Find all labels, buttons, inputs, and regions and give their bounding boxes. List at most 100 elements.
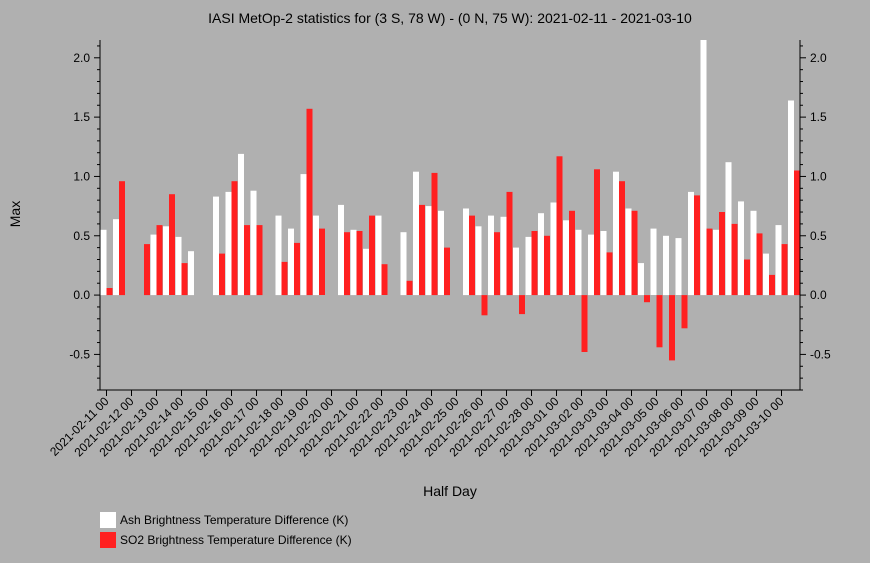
bar-ash xyxy=(238,153,244,296)
bar-so2 xyxy=(306,108,313,296)
bar-ash xyxy=(363,248,369,296)
bar-ash xyxy=(100,229,107,296)
bar-so2 xyxy=(244,225,250,296)
y-tick-label-right: 1.5 xyxy=(810,110,827,124)
bar-ash xyxy=(288,228,294,295)
bar-ash xyxy=(538,213,544,296)
bar-ash xyxy=(163,226,169,296)
bar-so2 xyxy=(256,225,263,296)
bar-so2 xyxy=(669,295,675,361)
bar-ash xyxy=(488,215,494,296)
bar-so2 xyxy=(519,295,525,315)
bar-so2 xyxy=(719,212,725,296)
bar-ash xyxy=(763,253,769,296)
y-tick-label-left: 2.0 xyxy=(73,51,90,65)
bar-ash xyxy=(175,236,182,295)
bar-so2 xyxy=(381,264,388,295)
bar-so2 xyxy=(431,172,438,296)
bar-ash xyxy=(700,40,707,296)
bar-ash xyxy=(663,235,669,296)
legend-label-ash: Ash Brightness Temperature Difference (K… xyxy=(120,513,348,527)
bar-so2 xyxy=(619,181,625,296)
bar-ash xyxy=(550,202,557,295)
bar-so2 xyxy=(794,170,800,296)
bar-ash xyxy=(425,206,432,296)
bar-ash xyxy=(188,251,194,296)
bar-so2 xyxy=(731,223,738,296)
legend-swatch-so2 xyxy=(100,532,116,548)
legend: Ash Brightness Temperature Difference (K… xyxy=(100,512,352,548)
y-tick-label-right: -0.5 xyxy=(810,347,831,361)
bar-ash xyxy=(275,215,282,296)
bar-so2 xyxy=(656,295,663,348)
y-tick-label-left: 0.0 xyxy=(73,288,90,302)
bar-so2 xyxy=(406,280,413,295)
bar-ash xyxy=(713,229,719,296)
bar-ash xyxy=(563,220,569,295)
bar-ash xyxy=(413,171,419,296)
bar-so2 xyxy=(544,235,550,296)
bar-so2 xyxy=(356,231,363,296)
bar-so2 xyxy=(706,228,713,295)
bar-ash xyxy=(438,210,444,295)
bar-so2 xyxy=(231,181,238,296)
bar-ash xyxy=(788,261,795,296)
bar-ash xyxy=(300,174,307,296)
bar-ash xyxy=(775,225,782,296)
bar-so2 xyxy=(469,215,475,296)
bar-ash xyxy=(350,229,357,296)
bar-so2 xyxy=(481,295,488,316)
bar-so2 xyxy=(606,252,613,296)
bar-so2 xyxy=(294,242,300,296)
y-tick-label-right: 1.0 xyxy=(810,169,827,183)
chart-title: IASI MetOp-2 statistics for (3 S, 78 W) … xyxy=(208,10,692,26)
bar-so2 xyxy=(644,295,650,303)
bar-ash xyxy=(725,162,732,296)
bar-ash xyxy=(475,226,482,296)
y-tick-label-right: 0.0 xyxy=(810,288,827,302)
bar-so2 xyxy=(694,195,700,296)
bar-so2 xyxy=(594,169,600,296)
bar-ash xyxy=(575,229,582,296)
bar-ash xyxy=(613,171,619,296)
y-tick-label-left: 1.0 xyxy=(73,169,90,183)
bar-so2 xyxy=(281,261,288,296)
bar-so2 xyxy=(506,191,513,296)
bar-ash xyxy=(788,100,794,296)
bar-ash xyxy=(513,247,519,296)
bar-ash xyxy=(688,191,694,296)
bar-so2 xyxy=(494,232,500,296)
bar-so2 xyxy=(319,228,325,295)
bar-ash xyxy=(675,238,682,295)
bar-ash xyxy=(338,204,344,296)
bar-ash xyxy=(150,234,157,296)
bar-so2 xyxy=(744,259,750,296)
legend-label-so2: SO2 Brightness Temperature Difference (K… xyxy=(120,533,352,547)
bar-so2 xyxy=(631,210,638,295)
bar-ash xyxy=(500,216,507,296)
bar-so2 xyxy=(369,215,375,296)
bar-ash xyxy=(625,208,632,296)
bar-so2 xyxy=(419,204,425,296)
y-tick-label-left: 0.5 xyxy=(73,229,90,243)
bar-so2 xyxy=(106,288,113,296)
bar-so2 xyxy=(444,247,450,296)
bar-so2 xyxy=(556,156,563,296)
bar-so2 xyxy=(344,232,350,296)
y-axis-label: Max xyxy=(7,201,23,227)
bar-ash xyxy=(600,231,607,296)
bar-ash xyxy=(750,210,757,295)
y-tick-label-right: 0.5 xyxy=(810,229,827,243)
bar-so2 xyxy=(681,295,688,329)
bars-group xyxy=(100,40,800,361)
bar-ash xyxy=(650,228,657,295)
bar-ash xyxy=(375,215,382,296)
bar-so2 xyxy=(144,244,150,296)
bar-so2 xyxy=(169,194,175,295)
bar-ash xyxy=(225,191,232,296)
bar-so2 xyxy=(156,225,163,296)
bar-so2 xyxy=(581,295,588,352)
y-tick-label-left: 1.5 xyxy=(73,110,90,124)
bar-so2 xyxy=(531,231,538,296)
